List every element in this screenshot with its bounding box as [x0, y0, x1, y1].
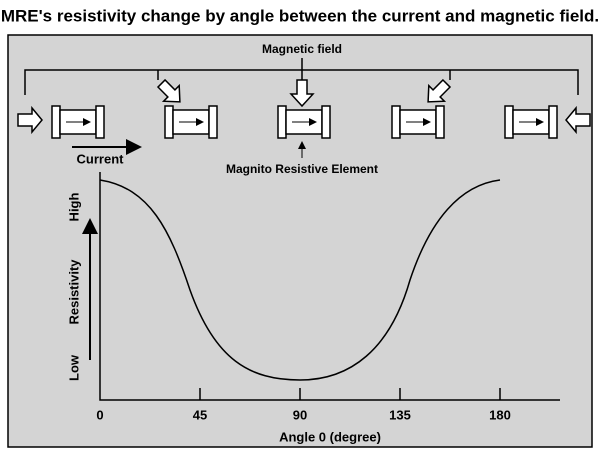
- x-tick-label: 0: [96, 407, 103, 422]
- x-tick-label: 90: [293, 407, 307, 422]
- y-axis-label: Resistivity: [66, 259, 81, 325]
- current-label: Current: [77, 151, 125, 166]
- bracket: [24, 58, 579, 95]
- title: MRE's resistivity change by angle betwee…: [1, 6, 599, 25]
- y-low: Low: [66, 354, 81, 381]
- field-arrows: [17, 78, 591, 135]
- magnetic-field-label: Magnetic field: [262, 42, 342, 56]
- elements: [51, 105, 558, 139]
- resistivity-curve: [99, 179, 501, 381]
- x-tick-label: 180: [489, 407, 511, 422]
- axes: [99, 172, 560, 401]
- y-high: High: [66, 193, 81, 222]
- x-tick-label: 45: [193, 407, 207, 422]
- x-axis-label: Angle 0 (degree): [279, 429, 381, 444]
- x-tick-label: 135: [389, 407, 411, 422]
- element-label: Magnito Resistive Element: [226, 162, 378, 176]
